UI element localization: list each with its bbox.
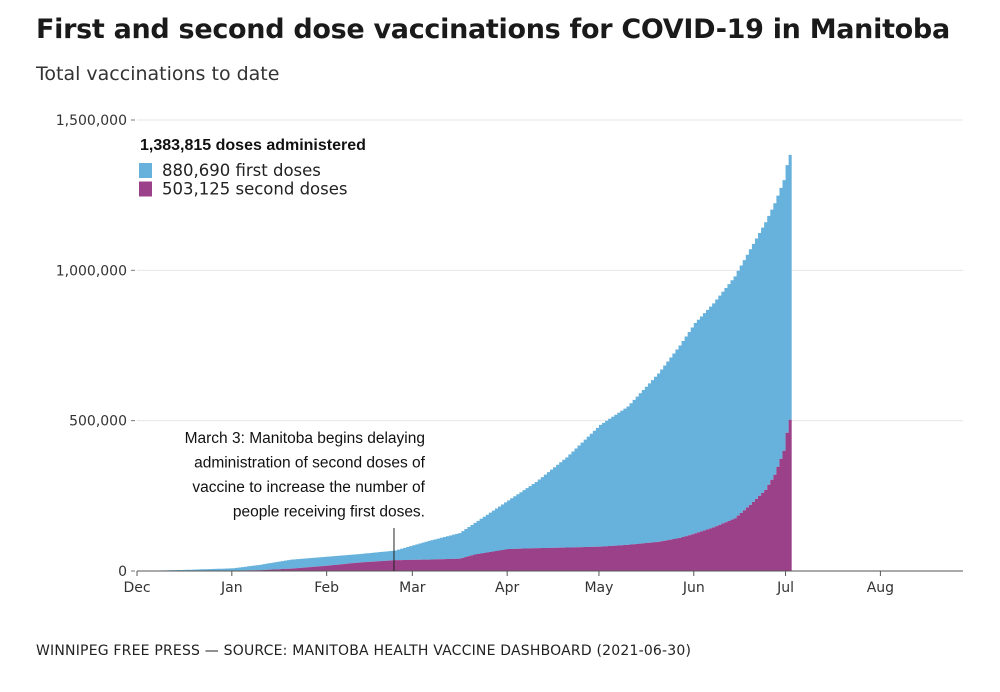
x-tick-label: Aug — [867, 580, 894, 596]
y-axis-ticks: 0 500,000 1,000,000 1,500,000 — [56, 113, 135, 580]
annotation-text-line: vaccine to increase the number of — [192, 479, 425, 496]
y-tick-label: 1,000,000 — [56, 263, 127, 279]
series-second-doses-area — [137, 419, 792, 571]
x-tick-label: Dec — [123, 580, 150, 596]
annotation-text-line: March 3: Manitoba begins delaying — [185, 430, 425, 447]
y-tick-label: 500,000 — [69, 414, 127, 430]
x-axis: Dec Jan Feb Mar Apr May Jun Jul Aug — [123, 570, 963, 596]
legend-total: 1,383,815 doses administered — [140, 137, 366, 154]
legend: 1,383,815 doses administered 880,690 firs… — [139, 137, 366, 199]
annotation: March 3: Manitoba begins delaying adminis… — [185, 430, 426, 571]
y-tick-label: 1,500,000 — [56, 113, 127, 129]
source-credit: WINNIPEG FREE PRESS — SOURCE: MANITOBA H… — [36, 643, 692, 659]
legend-label-second: 503,125 second doses — [162, 180, 347, 199]
gridlines — [137, 119, 963, 422]
x-tick-label: Jul — [776, 580, 794, 596]
legend-label-first: 880,690 first doses — [162, 161, 321, 180]
series-first-doses-area — [137, 154, 792, 571]
chart-area: 0 500,000 1,000,000 1,500,000 Dec Jan Feb Mar A… — [56, 113, 963, 596]
x-tick-label: Mar — [399, 580, 426, 596]
y-tick-label: 0 — [118, 564, 127, 580]
x-tick-label: Apr — [495, 580, 519, 596]
annotation-text-line: people receiving first doses. — [233, 504, 425, 521]
chart-title: First and second dose vaccinations for C… — [36, 14, 950, 45]
x-tick-label: Jan — [220, 580, 243, 596]
x-tick-label: Feb — [314, 580, 339, 596]
chart-subtitle: Total vaccinations to date — [36, 63, 280, 85]
x-tick-label: Jun — [682, 580, 705, 596]
annotation-text-line: administration of second doses of — [194, 455, 426, 472]
series-areas — [137, 154, 792, 571]
x-tick-label: May — [584, 580, 613, 596]
legend-swatch-first — [139, 163, 152, 178]
legend-swatch-second — [139, 181, 152, 197]
